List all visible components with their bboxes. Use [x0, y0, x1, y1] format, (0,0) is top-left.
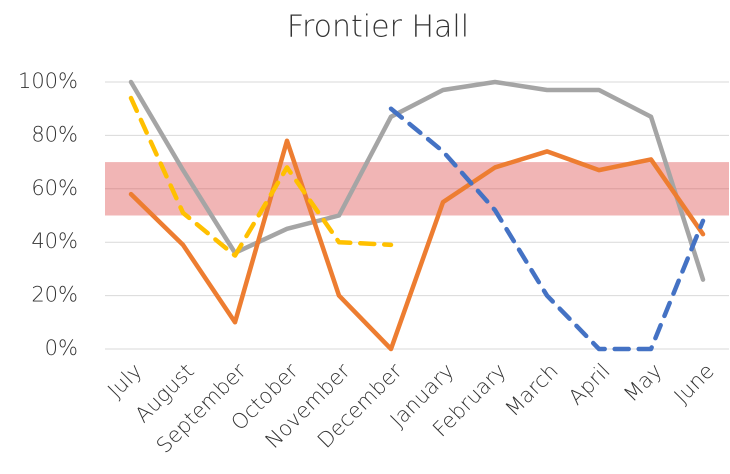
x-tick-label: April [564, 359, 615, 410]
x-tick-label: May [619, 359, 667, 407]
series-line [128, 95, 394, 258]
y-tick-label: 0% [45, 336, 78, 360]
y-tick-label: 80% [31, 122, 78, 146]
series-line [128, 79, 706, 282]
x-tick-label: June [669, 359, 718, 408]
x-tick-label: March [501, 359, 563, 421]
chart-title: Frontier Hall [287, 10, 469, 45]
y-tick-label: 60% [31, 176, 78, 200]
y-tick-label: 40% [31, 229, 78, 253]
series-line [388, 106, 706, 352]
x-tick-label: July [103, 359, 147, 403]
y-tick-label: 100% [18, 69, 78, 93]
y-tick-label: 20% [31, 283, 78, 307]
series-line [128, 138, 706, 352]
target-band [105, 162, 729, 216]
